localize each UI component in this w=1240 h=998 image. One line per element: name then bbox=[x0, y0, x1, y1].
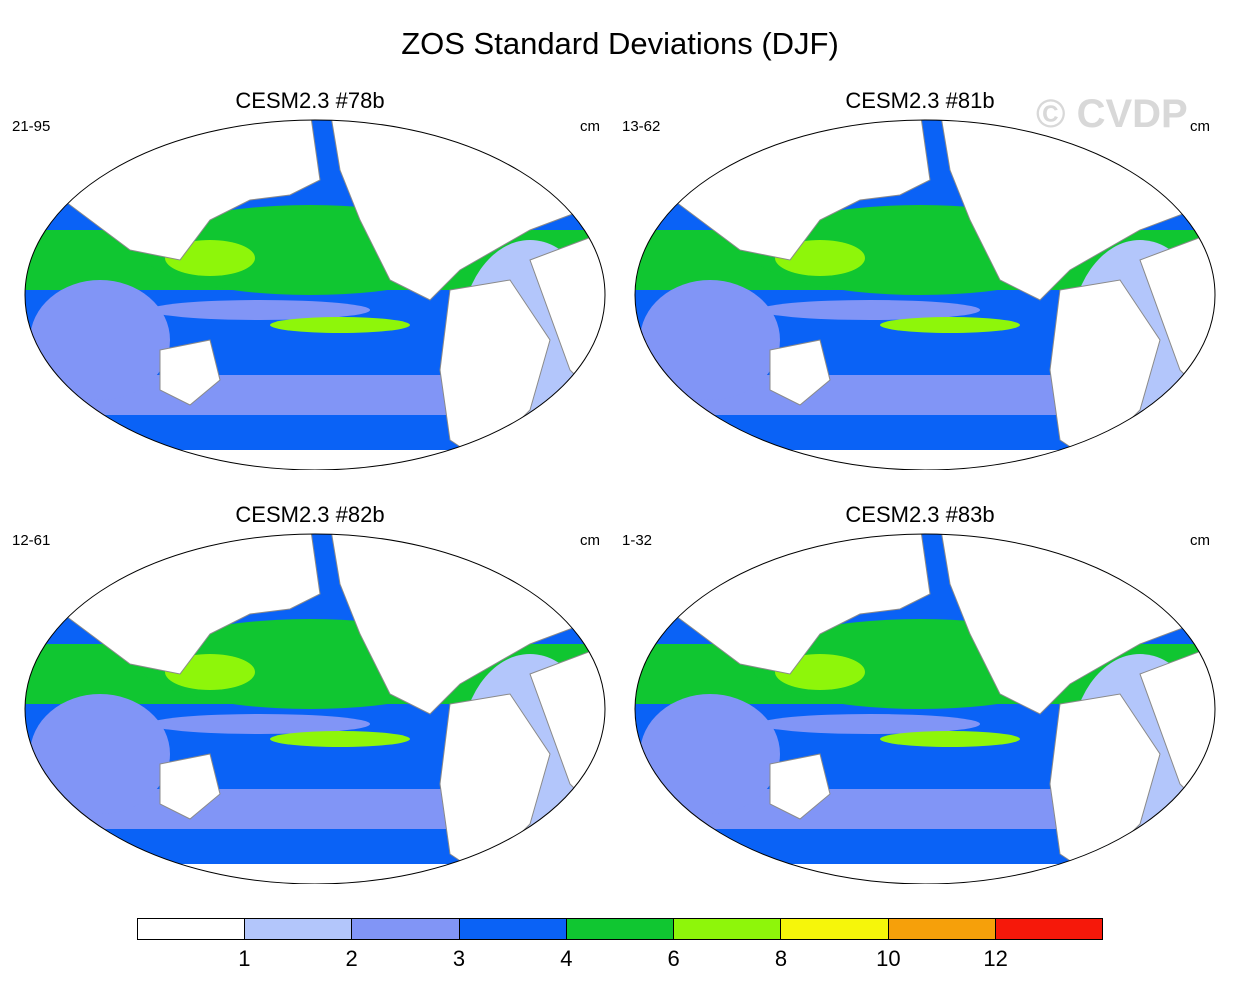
map-panel-3: CESM2.3 #82b 12-61 cm bbox=[10, 502, 610, 892]
colorbar-tick-label: 12 bbox=[983, 946, 1008, 971]
colorbar-swatch bbox=[781, 919, 889, 939]
panel-units-label: cm bbox=[1190, 532, 1210, 549]
land-antarctica bbox=[635, 864, 1215, 884]
panel-title: CESM2.3 #83b bbox=[845, 502, 995, 527]
land-antarctica bbox=[25, 864, 605, 884]
ocean-band bbox=[760, 300, 980, 320]
panel-title: CESM2.3 #81b bbox=[845, 88, 995, 113]
land-antarctica bbox=[25, 450, 605, 470]
colorbar-tick-label: 2 bbox=[345, 946, 358, 971]
panel-title: CESM2.3 #82b bbox=[235, 502, 385, 527]
panel-years-label: 12-61 bbox=[12, 532, 51, 549]
ocean-field bbox=[25, 534, 605, 884]
land-antarctica bbox=[635, 450, 1215, 470]
colorbar-swatch bbox=[888, 919, 996, 939]
map-panel-4: CESM2.3 #83b 1-32 cm bbox=[620, 502, 1220, 892]
ocean-band bbox=[640, 694, 780, 814]
ocean-field bbox=[635, 534, 1215, 884]
main-title: ZOS Standard Deviations (DJF) bbox=[401, 26, 839, 61]
panel-years-label: 13-62 bbox=[622, 118, 661, 135]
world-map bbox=[24, 533, 606, 884]
ocean-band bbox=[880, 317, 1020, 333]
panel-years-label: 21-95 bbox=[12, 118, 51, 135]
ocean-band bbox=[760, 714, 980, 734]
colorbar-swatch bbox=[138, 919, 246, 939]
world-map bbox=[634, 533, 1216, 884]
ocean-band bbox=[30, 280, 170, 400]
colorbar-tick-label: 6 bbox=[667, 946, 680, 971]
colorbar-swatch bbox=[995, 919, 1102, 939]
ocean-band bbox=[150, 714, 370, 734]
map-border bbox=[24, 119, 606, 470]
land-australia bbox=[159, 753, 221, 820]
map-border bbox=[634, 119, 1216, 470]
ocean-band bbox=[270, 731, 410, 747]
colorbar-tick-label: 4 bbox=[560, 946, 573, 971]
colorbar-tick-label: 1 bbox=[238, 946, 251, 971]
ocean-field bbox=[25, 120, 605, 470]
colorbar-tick-label: 8 bbox=[774, 946, 788, 971]
ocean-field bbox=[635, 120, 1215, 470]
colorbar-swatch bbox=[566, 919, 675, 939]
world-map bbox=[634, 119, 1216, 470]
colorbar-swatch bbox=[459, 919, 567, 939]
map-panel-1: CESM2.3 #78b 21-95 cm bbox=[10, 88, 610, 478]
map-border bbox=[24, 533, 606, 884]
ocean-band bbox=[270, 317, 410, 333]
colorbar bbox=[137, 918, 1103, 940]
ocean-band bbox=[150, 300, 370, 320]
map-border bbox=[634, 533, 1216, 884]
world-map bbox=[24, 119, 606, 470]
panel-units-label: cm bbox=[580, 532, 600, 549]
ocean-band bbox=[640, 280, 780, 400]
colorbar-swatch bbox=[245, 919, 353, 939]
colorbar-tick-label: 3 bbox=[452, 946, 466, 971]
panel-title: CESM2.3 #78b bbox=[235, 88, 385, 113]
land-australia bbox=[159, 339, 221, 406]
colorbar-swatch bbox=[352, 919, 460, 939]
land-australia bbox=[769, 339, 831, 406]
land-australia bbox=[769, 753, 831, 820]
watermark: © CVDP bbox=[1036, 92, 1188, 136]
colorbar-swatch bbox=[674, 919, 782, 939]
colorbar-tick-label: 10 bbox=[876, 946, 901, 971]
panel-units-label: cm bbox=[1190, 118, 1210, 135]
panel-units-label: cm bbox=[580, 118, 600, 135]
ocean-band bbox=[880, 731, 1020, 747]
ocean-band bbox=[30, 694, 170, 814]
map-panel-2: CESM2.3 #81b 13-62 cm bbox=[620, 88, 1220, 478]
panel-years-label: 1-32 bbox=[622, 532, 653, 549]
